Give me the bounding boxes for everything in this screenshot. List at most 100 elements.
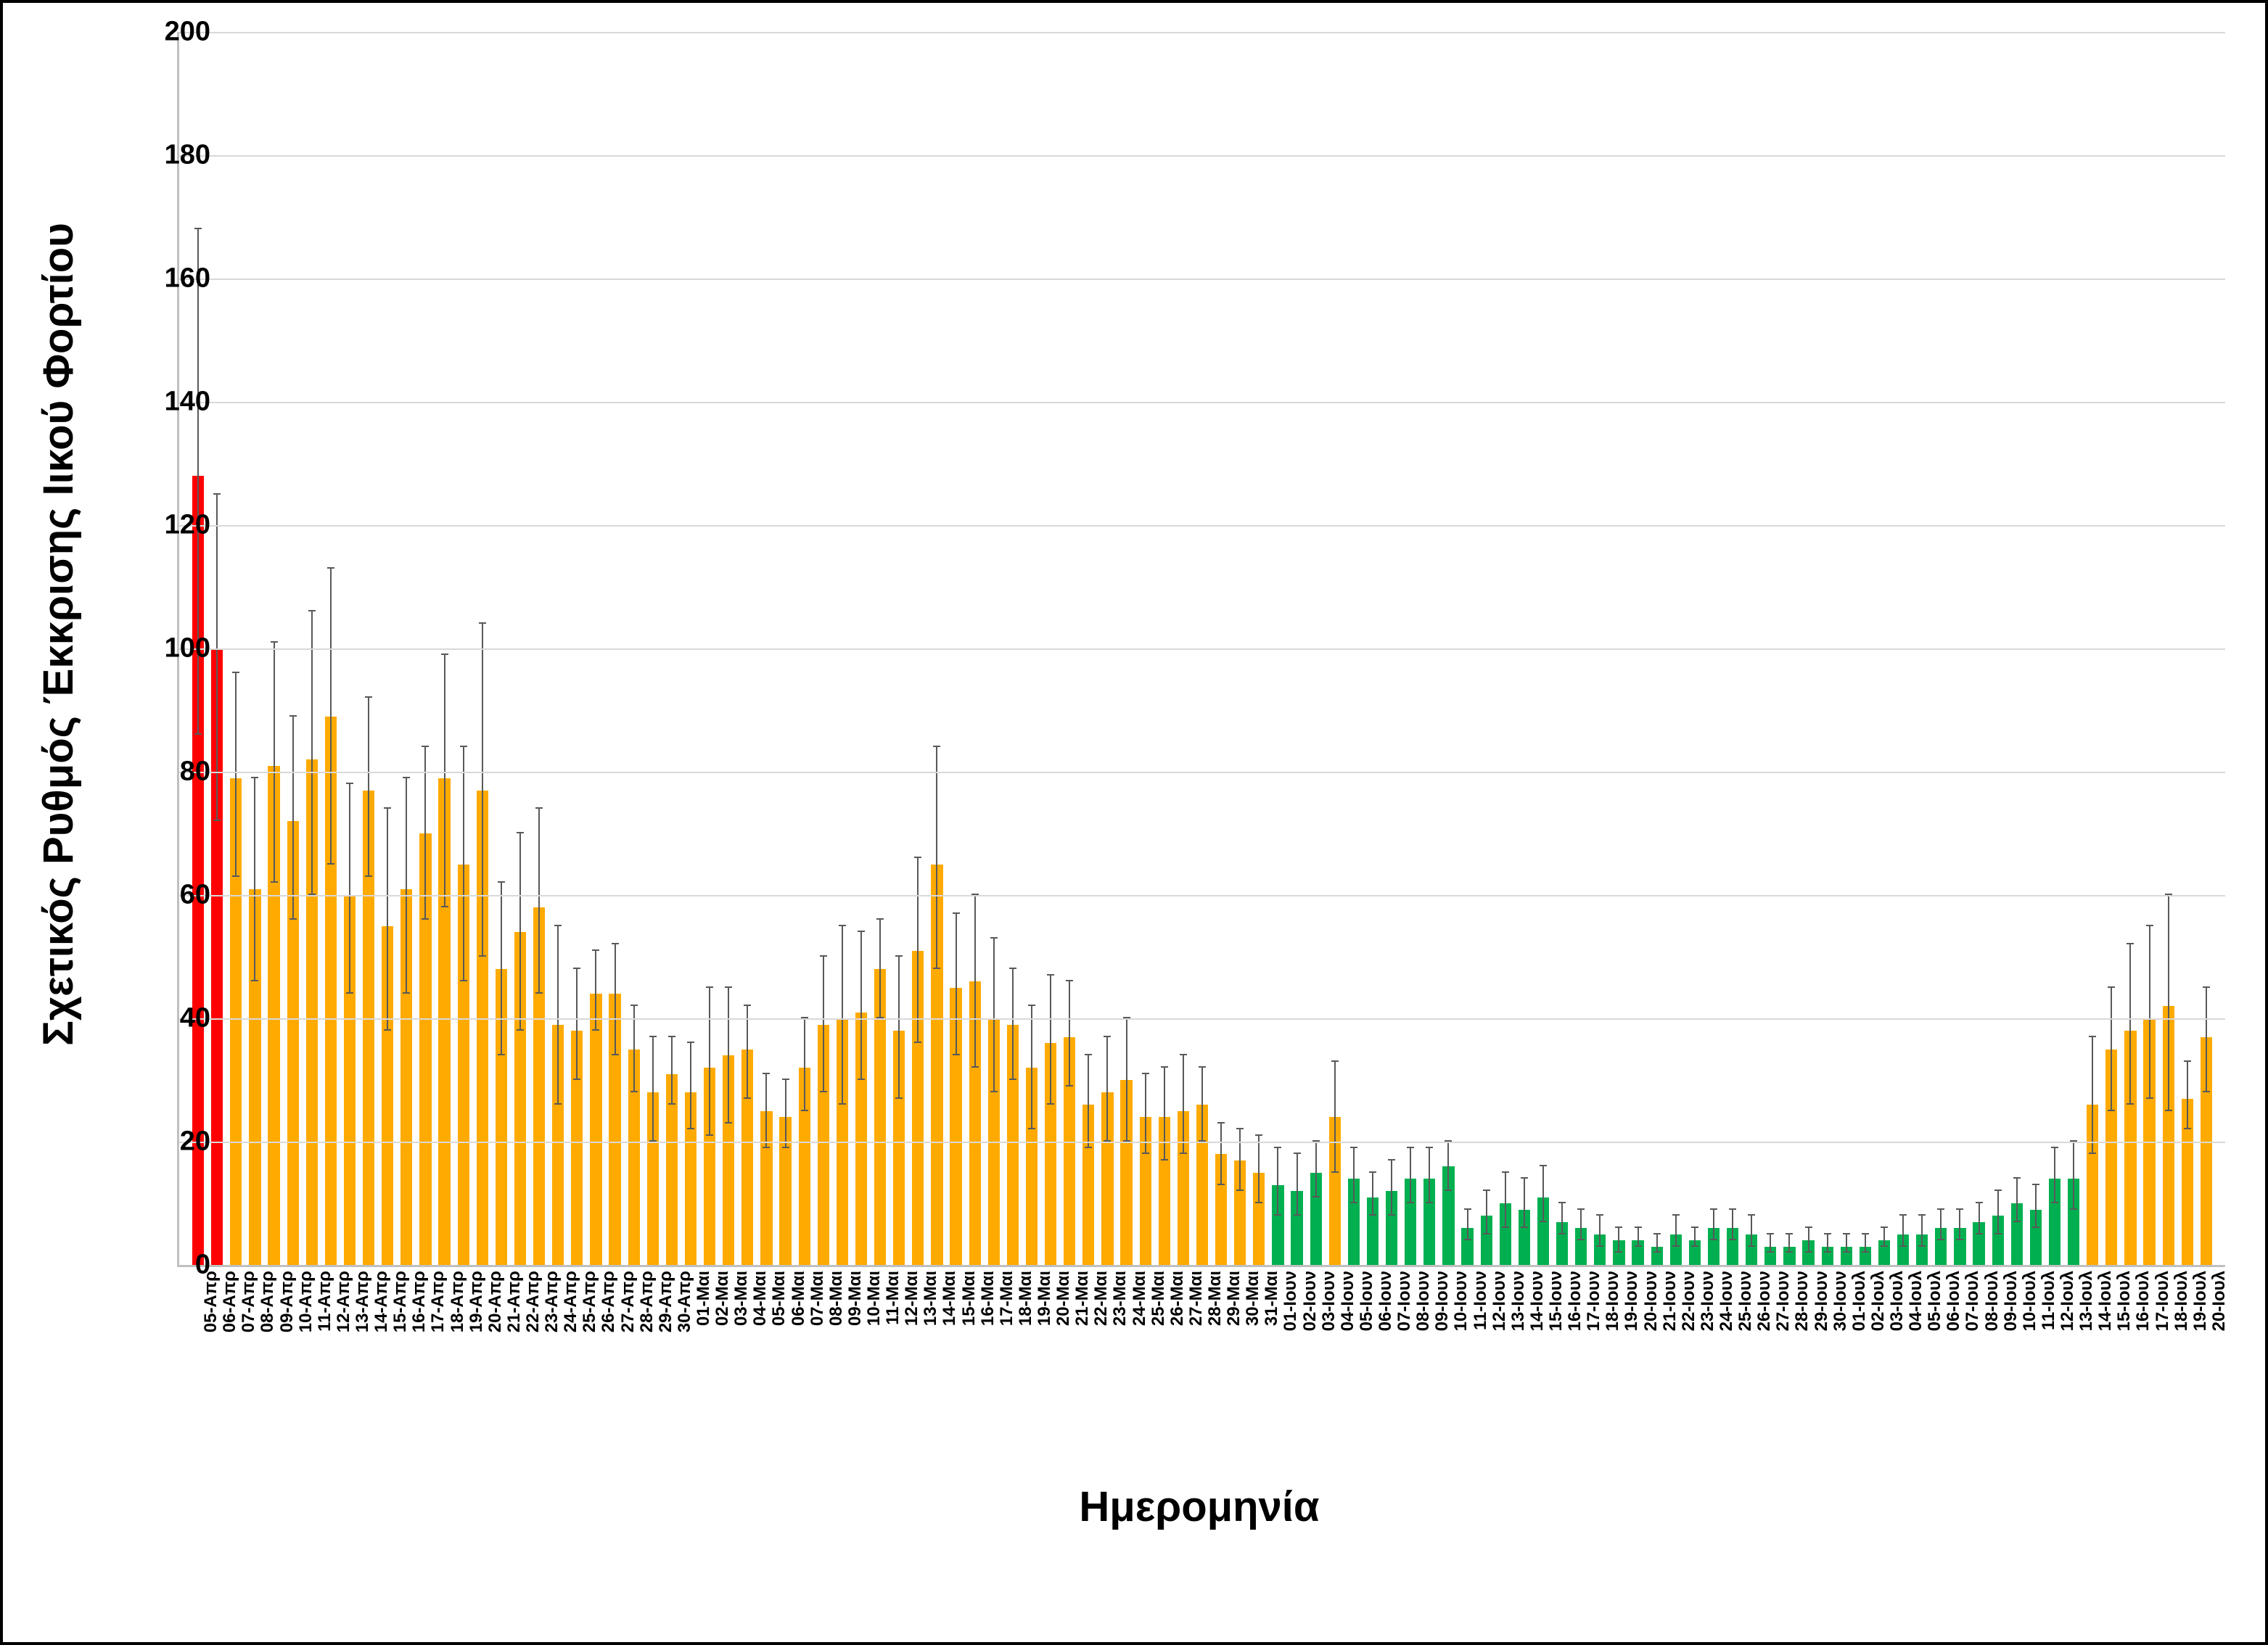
- error-cap: [1445, 1190, 1452, 1191]
- error-cap: [801, 1110, 808, 1111]
- error-bar: [1164, 1068, 1165, 1160]
- error-bar: [444, 655, 445, 908]
- error-bar: [1921, 1216, 1923, 1247]
- error-cap: [1937, 1208, 1944, 1210]
- x-tick-label: 14-Απρ: [371, 1271, 392, 1332]
- x-tick-label: 10-Ιουλ: [2020, 1271, 2040, 1331]
- error-cap: [365, 696, 372, 698]
- error-cap: [1255, 1134, 1262, 1136]
- error-cap: [1710, 1208, 1717, 1210]
- error-bar: [1788, 1234, 1790, 1253]
- error-cap: [1199, 1066, 1206, 1068]
- x-tick-label: 13-Μαι: [921, 1271, 941, 1326]
- error-bar: [1865, 1234, 1866, 1253]
- error-cap: [573, 1079, 580, 1080]
- error-cap: [2146, 1097, 2153, 1099]
- x-tick-label: 24-Ιουν: [1717, 1271, 1737, 1331]
- x-tick-label: 21-Ιουν: [1660, 1271, 1680, 1331]
- error-cap: [858, 1079, 865, 1080]
- error-bar: [235, 673, 237, 877]
- error-cap: [2051, 1202, 2058, 1203]
- gridline: [179, 402, 2225, 403]
- error-cap: [687, 1042, 694, 1043]
- error-cap: [1786, 1233, 1793, 1234]
- error-cap: [1540, 1165, 1547, 1166]
- x-tick-label: 20-Ιουν: [1641, 1271, 1661, 1331]
- error-cap: [573, 968, 580, 969]
- gridline: [179, 648, 2225, 650]
- error-cap: [1729, 1208, 1736, 1210]
- x-tick-label: 15-Απρ: [390, 1271, 411, 1332]
- error-cap: [1255, 1202, 1262, 1203]
- error-cap: [649, 1036, 657, 1037]
- error-cap: [1161, 1159, 1168, 1160]
- x-tick-label: 30-Απρ: [675, 1271, 695, 1332]
- error-cap: [1161, 1066, 1168, 1068]
- x-tick-label: 20-Ιουλ: [2209, 1271, 2230, 1331]
- x-tick-label: 12-Μαι: [902, 1271, 922, 1326]
- x-tick-label: 22-Ιουν: [1679, 1271, 1699, 1331]
- error-cap: [971, 1066, 979, 1068]
- error-cap: [1976, 1233, 1983, 1234]
- x-tick-label: 20-Απρ: [485, 1271, 506, 1332]
- error-bar: [1126, 1018, 1127, 1142]
- x-tick-label: 09-Ιουλ: [2001, 1271, 2021, 1331]
- error-cap: [1028, 1005, 1035, 1006]
- error-cap: [706, 986, 713, 988]
- error-cap: [1180, 1054, 1187, 1055]
- x-tick-label: 01-Ιουν: [1281, 1271, 1301, 1331]
- error-cap: [1217, 1184, 1225, 1185]
- x-tick-label: 09-Μαι: [845, 1271, 866, 1326]
- error-bar: [974, 895, 976, 1068]
- x-tick-label: 23-Απρ: [542, 1271, 562, 1332]
- gridline: [179, 772, 2225, 773]
- x-tick-label: 14-Ιουν: [1527, 1271, 1548, 1331]
- error-cap: [1312, 1196, 1320, 1197]
- x-tick-label: 27-Ιουν: [1773, 1271, 1794, 1331]
- error-cap: [194, 228, 202, 229]
- error-cap: [2013, 1177, 2021, 1179]
- x-tick-label: 11-Ιουν: [1471, 1271, 1491, 1330]
- gridline: [179, 895, 2225, 896]
- error-cap: [403, 992, 410, 994]
- gridline: [179, 155, 2225, 157]
- error-cap: [706, 1134, 713, 1136]
- error-cap: [1236, 1190, 1244, 1191]
- gridline: [179, 1142, 2225, 1143]
- error-cap: [1502, 1171, 1509, 1173]
- x-tick-label: 27-Μαι: [1186, 1271, 1207, 1326]
- error-cap: [1918, 1245, 1926, 1247]
- y-tick-label: 140: [152, 387, 210, 418]
- error-bar: [2016, 1179, 2018, 1222]
- x-tick-label: 07-Ιουλ: [1963, 1271, 1983, 1331]
- error-bar: [1997, 1191, 1999, 1234]
- x-tick-label: 28-Απρ: [637, 1271, 657, 1332]
- error-bar: [747, 1006, 748, 1099]
- x-tick-label: 17-Ιουν: [1584, 1271, 1604, 1331]
- error-bar: [1751, 1216, 1752, 1247]
- x-tick-label: 29-Ιουν: [1812, 1271, 1832, 1331]
- error-bar: [1106, 1037, 1108, 1142]
- error-cap: [668, 1036, 675, 1037]
- error-cap: [1369, 1214, 1376, 1216]
- x-tick-label: 10-Μαι: [864, 1271, 884, 1326]
- error-cap: [1331, 1171, 1339, 1173]
- y-tick-label: 60: [152, 880, 210, 911]
- error-bar: [2111, 988, 2112, 1111]
- gridline: [179, 525, 2225, 527]
- error-cap: [2184, 1128, 2191, 1129]
- error-bar: [1902, 1216, 1904, 1247]
- error-bar: [387, 809, 388, 1031]
- error-cap: [1862, 1233, 1869, 1234]
- error-cap: [1672, 1214, 1680, 1216]
- error-cap: [1956, 1239, 1963, 1240]
- x-tick-label: 19-Ιουλ: [2190, 1271, 2211, 1331]
- x-tick-label: 15-Ιουν: [1546, 1271, 1566, 1331]
- x-tick-label: 19-Απρ: [467, 1271, 487, 1332]
- error-cap: [1294, 1153, 1301, 1154]
- x-tick-label: 08-Ιουλ: [1982, 1271, 2002, 1331]
- y-tick-label: 120: [152, 510, 210, 541]
- error-cap: [1843, 1251, 1850, 1253]
- y-tick-label: 160: [152, 263, 210, 294]
- x-tick-label: 18-Ιουν: [1603, 1271, 1623, 1331]
